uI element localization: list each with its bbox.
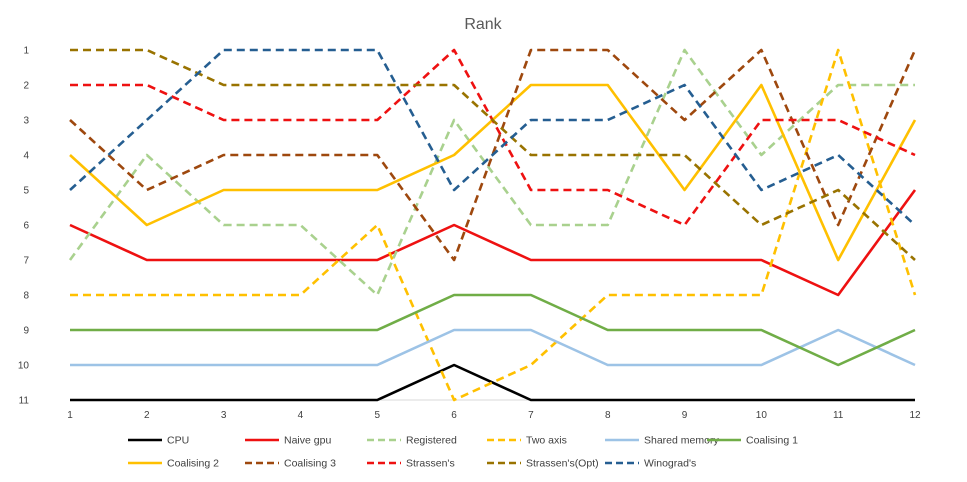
x-tick-label: 12: [909, 410, 921, 421]
x-tick-label: 1: [67, 410, 73, 421]
series-line-registered: [68, 48, 915, 297]
legend-label: CPU: [167, 435, 189, 447]
x-tick-label: 9: [682, 410, 688, 421]
legend-label: Coalising 1: [746, 435, 798, 447]
series-line-strassen-s-opt: [70, 48, 916, 261]
x-tick-label: 4: [298, 410, 304, 421]
legend-label: Coalising 2: [167, 458, 219, 470]
y-tick-label: 9: [23, 326, 29, 337]
x-tick-label: 2: [144, 410, 150, 421]
y-tick-label: 11: [19, 396, 30, 407]
legend-label: Naive gpu: [284, 435, 331, 447]
y-tick-label: 1: [23, 46, 29, 57]
series-lines: [68, 48, 917, 402]
chart-title: Rank: [464, 16, 502, 33]
legend-label: Two axis: [526, 435, 567, 447]
x-tick-label: 8: [605, 410, 611, 421]
legend-label: Shared memory: [644, 435, 719, 447]
x-tick-label: 6: [451, 410, 457, 421]
y-tick-label: 10: [18, 361, 30, 372]
y-axis-tick-labels: 1 2 3 4 5 6 7 8 9 10 11: [18, 46, 30, 407]
x-tick-label: 5: [374, 410, 380, 421]
x-tick-label: 7: [528, 410, 534, 421]
y-tick-label: 7: [23, 256, 29, 267]
y-tick-label: 5: [23, 186, 29, 197]
x-axis-tick-labels: 1 2 3 4 5 6 7 8 9 10 11 12: [67, 410, 921, 421]
legend-label: Winograd's: [644, 458, 696, 470]
series-line-shared-memory: [70, 328, 916, 367]
legend-label: Coalising 3: [284, 458, 336, 470]
series-line-coalising-3: [69, 48, 917, 262]
y-tick-label: 8: [23, 291, 29, 302]
series-line-naive-gpu: [69, 189, 917, 297]
y-tick-label: 2: [23, 81, 29, 92]
legend-label: Strassen's(Opt): [526, 458, 599, 470]
series-line-cpu: [70, 363, 915, 402]
series-line-winograd-s: [69, 48, 916, 226]
x-tick-label: 11: [833, 410, 844, 421]
y-tick-label: 3: [23, 116, 29, 127]
series-line-two-axis: [70, 48, 917, 402]
y-tick-label: 6: [23, 221, 29, 232]
x-tick-label: 10: [756, 410, 768, 421]
series-line-coalising-1: [70, 293, 916, 367]
y-tick-label: 4: [23, 151, 29, 162]
legend: CPU Naive gpu Registered Two axis Shared mem…: [128, 435, 798, 470]
x-tick-label: 3: [221, 410, 227, 421]
legend-label: Registered: [406, 435, 457, 447]
legend-label: Strassen's: [406, 458, 455, 470]
